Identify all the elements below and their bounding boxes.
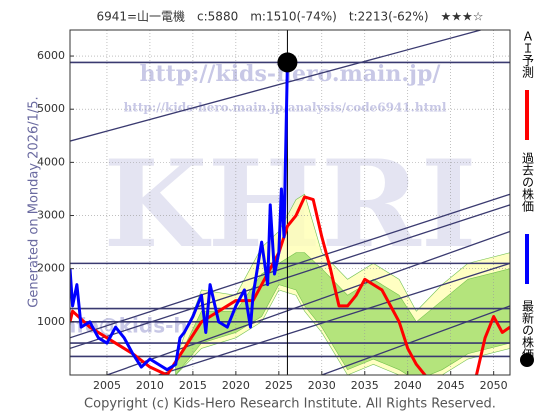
trend-line [70, 30, 481, 142]
trend-line [321, 305, 510, 375]
trend-line [106, 230, 510, 375]
x-tick-label: 2050 [480, 379, 508, 392]
trend-line [158, 262, 510, 375]
y-axis-label: Generated on Monday 2026/1/5. [27, 96, 42, 307]
footer: Copyright (c) Kids-Hero Research Institu… [84, 397, 496, 412]
x-tick-label: 2005 [93, 379, 121, 392]
latest-point [277, 52, 298, 73]
x-tick-label: 2030 [308, 379, 336, 392]
y-tick-label: 2000 [37, 262, 65, 275]
x-tick-label: 2045 [437, 379, 465, 392]
y-tick-label: 3000 [37, 209, 65, 222]
y-tick-label: 4000 [37, 155, 65, 168]
legend-swatch [520, 353, 534, 367]
trend-line [70, 204, 510, 350]
y-tick-label: 6000 [37, 49, 65, 62]
trend-line [70, 193, 510, 339]
x-tick-label: 2025 [265, 379, 293, 392]
forecast-band [175, 252, 510, 375]
series-line [70, 62, 289, 372]
plot-frame [69, 29, 511, 376]
y-tick-label: 1000 [37, 315, 65, 328]
legend-label: 過去の株価 [521, 152, 535, 212]
x-tick-label: 2010 [136, 379, 164, 392]
y-tick-label: 5000 [37, 102, 65, 115]
series-line [70, 195, 510, 375]
x-tick-label: 2020 [222, 379, 250, 392]
x-tick-label: 2035 [351, 379, 379, 392]
x-tick-label: 2040 [394, 379, 422, 392]
x-tick-label: 2015 [179, 379, 207, 392]
legend-label: ＡＩ予測 [521, 30, 535, 79]
chart-title: 6941=山一電機 c:5880 m:1510(-74%) t:2213(-62… [96, 9, 483, 24]
legend-label: 最新の株価 [521, 300, 535, 360]
plot-content: http://kids-hero.main.jp/http://kids-her… [70, 30, 510, 375]
